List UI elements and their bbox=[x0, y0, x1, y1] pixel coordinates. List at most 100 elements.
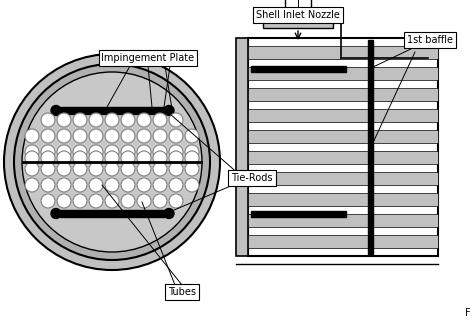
Circle shape bbox=[121, 194, 135, 208]
Text: F: F bbox=[465, 308, 471, 318]
Circle shape bbox=[89, 178, 103, 192]
Circle shape bbox=[57, 194, 71, 208]
Circle shape bbox=[57, 113, 71, 127]
Circle shape bbox=[169, 113, 183, 127]
Circle shape bbox=[41, 162, 55, 176]
Circle shape bbox=[169, 129, 183, 143]
Circle shape bbox=[169, 145, 183, 159]
Circle shape bbox=[51, 106, 61, 116]
Bar bbox=[251, 211, 346, 217]
Circle shape bbox=[73, 178, 87, 192]
Circle shape bbox=[41, 151, 55, 165]
Text: Tie-Rods: Tie-Rods bbox=[231, 173, 273, 183]
Circle shape bbox=[51, 209, 61, 219]
Circle shape bbox=[105, 178, 119, 192]
Circle shape bbox=[137, 113, 151, 127]
Bar bbox=[248, 214, 438, 227]
Bar bbox=[248, 67, 438, 80]
Bar bbox=[251, 66, 346, 72]
Circle shape bbox=[185, 162, 199, 176]
Circle shape bbox=[73, 194, 87, 208]
Circle shape bbox=[153, 178, 167, 192]
Circle shape bbox=[137, 151, 151, 165]
Circle shape bbox=[105, 129, 119, 143]
Circle shape bbox=[169, 162, 183, 176]
Circle shape bbox=[121, 129, 135, 143]
Bar bbox=[248, 46, 438, 59]
Circle shape bbox=[137, 129, 151, 143]
Circle shape bbox=[105, 151, 119, 165]
Circle shape bbox=[41, 178, 55, 192]
Circle shape bbox=[153, 145, 167, 159]
Circle shape bbox=[25, 145, 39, 159]
Circle shape bbox=[105, 113, 119, 127]
Circle shape bbox=[164, 106, 174, 116]
Circle shape bbox=[89, 145, 103, 159]
Circle shape bbox=[185, 178, 199, 192]
Circle shape bbox=[41, 129, 55, 143]
Circle shape bbox=[41, 113, 55, 127]
Circle shape bbox=[185, 145, 199, 159]
Circle shape bbox=[105, 194, 119, 208]
Circle shape bbox=[25, 151, 39, 165]
Circle shape bbox=[185, 151, 199, 165]
Circle shape bbox=[57, 151, 71, 165]
Bar bbox=[248, 130, 438, 143]
Circle shape bbox=[105, 145, 119, 159]
Circle shape bbox=[121, 162, 135, 176]
Bar bbox=[263, 16, 333, 28]
Circle shape bbox=[89, 162, 103, 176]
Circle shape bbox=[22, 72, 202, 252]
Text: 1st baffle: 1st baffle bbox=[407, 35, 453, 45]
Circle shape bbox=[73, 113, 87, 127]
Circle shape bbox=[137, 145, 151, 159]
Bar bbox=[236, 38, 248, 256]
Circle shape bbox=[153, 113, 167, 127]
Circle shape bbox=[41, 145, 55, 159]
Circle shape bbox=[121, 151, 135, 165]
Bar bbox=[60, 210, 165, 217]
Bar bbox=[60, 107, 165, 114]
Circle shape bbox=[105, 162, 119, 176]
Circle shape bbox=[153, 194, 167, 208]
Text: Tubes: Tubes bbox=[168, 287, 196, 297]
Circle shape bbox=[89, 129, 103, 143]
Circle shape bbox=[73, 162, 87, 176]
Circle shape bbox=[89, 151, 103, 165]
Circle shape bbox=[137, 178, 151, 192]
Bar bbox=[248, 172, 438, 185]
Circle shape bbox=[25, 162, 39, 176]
Circle shape bbox=[153, 129, 167, 143]
Circle shape bbox=[121, 113, 135, 127]
Circle shape bbox=[169, 194, 183, 208]
Circle shape bbox=[57, 129, 71, 143]
Circle shape bbox=[137, 194, 151, 208]
Circle shape bbox=[169, 178, 183, 192]
Bar bbox=[248, 235, 438, 248]
Text: Shell Inlet Nozzle: Shell Inlet Nozzle bbox=[256, 10, 340, 20]
Circle shape bbox=[169, 151, 183, 165]
Circle shape bbox=[89, 113, 103, 127]
Circle shape bbox=[164, 209, 174, 219]
Circle shape bbox=[121, 145, 135, 159]
Circle shape bbox=[25, 178, 39, 192]
Bar bbox=[248, 193, 438, 206]
Circle shape bbox=[73, 151, 87, 165]
Circle shape bbox=[89, 194, 103, 208]
Circle shape bbox=[57, 145, 71, 159]
Circle shape bbox=[153, 162, 167, 176]
Circle shape bbox=[73, 129, 87, 143]
Circle shape bbox=[121, 178, 135, 192]
Circle shape bbox=[4, 54, 220, 270]
Circle shape bbox=[153, 151, 167, 165]
Bar bbox=[248, 151, 438, 164]
Circle shape bbox=[57, 178, 71, 192]
Bar bbox=[368, 40, 373, 254]
Circle shape bbox=[185, 129, 199, 143]
Text: Impingement Plate: Impingement Plate bbox=[101, 53, 194, 63]
Bar bbox=[248, 109, 438, 122]
Circle shape bbox=[137, 162, 151, 176]
Bar bbox=[248, 38, 438, 256]
Circle shape bbox=[25, 129, 39, 143]
Circle shape bbox=[57, 162, 71, 176]
